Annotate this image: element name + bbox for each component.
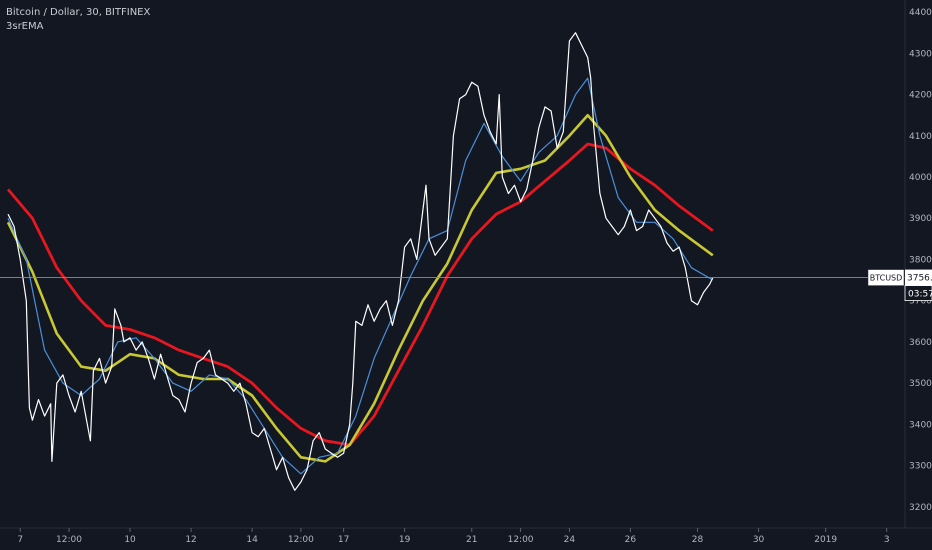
y-tick-label: 3900.0	[909, 214, 932, 224]
indicator-name[interactable]: 3srEMA	[6, 21, 44, 32]
x-tick-label: 2019	[814, 535, 837, 545]
x-tick-label: 14	[246, 535, 258, 545]
chart-legend: Bitcoin / Dollar, 30, BITFINEX 3srEMA	[6, 6, 150, 34]
current-price-tag: BTCUSD 3756.0 03:57	[867, 269, 932, 301]
y-tick-label: 4200.0	[909, 91, 932, 101]
x-tick-label: 12	[185, 535, 196, 545]
symbol-tag	[867, 269, 905, 286]
x-tick-label: 12:00	[288, 535, 314, 545]
price-tag-box	[905, 269, 932, 286]
x-tick-label: 12:00	[56, 535, 82, 545]
y-tick-label: 3200.0	[909, 503, 932, 513]
x-tick-label: 12:00	[508, 535, 534, 545]
x-tick-label: 10	[124, 535, 136, 545]
price-tag-value: 3756.0	[907, 274, 932, 284]
y-tick-label: 3400.0	[909, 420, 932, 430]
y-tick-label: 4100.0	[909, 132, 932, 142]
series-layer	[6, 32, 714, 491]
x-tick-label: 30	[753, 535, 765, 545]
y-tick-label: 3800.0	[909, 255, 932, 265]
y-tick-label: 4300.0	[909, 49, 932, 59]
y-tick-label: 4000.0	[909, 173, 932, 183]
ema-slow-line	[6, 142, 714, 447]
y-tick-label: 3500.0	[909, 379, 932, 389]
y-tick-label: 4400.0	[909, 8, 932, 18]
x-tick-label: 19	[399, 535, 411, 545]
time-axis[interactable]: 7 12:00 10 12 14 12:00 17 19 21 12:00 24 26 28 30 2019…	[0, 527, 932, 545]
ema-mid-line	[6, 113, 714, 463]
price-axis[interactable]: 4400.0 4300.0 4200.0 4100.0 4000.0 3900.0 3800…	[904, 0, 932, 528]
price-line	[7, 32, 714, 491]
symbol-title[interactable]: Bitcoin / Dollar, 30, BITFINEX	[6, 7, 151, 18]
x-tick-label: 3	[884, 535, 890, 545]
countdown-box	[904, 285, 932, 301]
x-tick-label: 17	[338, 535, 349, 545]
countdown-value: 03:57	[908, 290, 932, 300]
x-tick-label: 26	[625, 535, 637, 545]
symbol-tag-label: BTCUSD	[870, 274, 903, 283]
x-tick-label: 24	[564, 535, 576, 545]
y-tick-label: 3600.0	[909, 338, 932, 348]
x-tick-label: 21	[466, 535, 477, 545]
x-tick-label: 28	[692, 535, 704, 545]
y-tick-label: 3700.0	[909, 297, 932, 307]
x-tick-label: 7	[17, 535, 23, 545]
y-tick-label: 3300.0	[909, 462, 932, 472]
